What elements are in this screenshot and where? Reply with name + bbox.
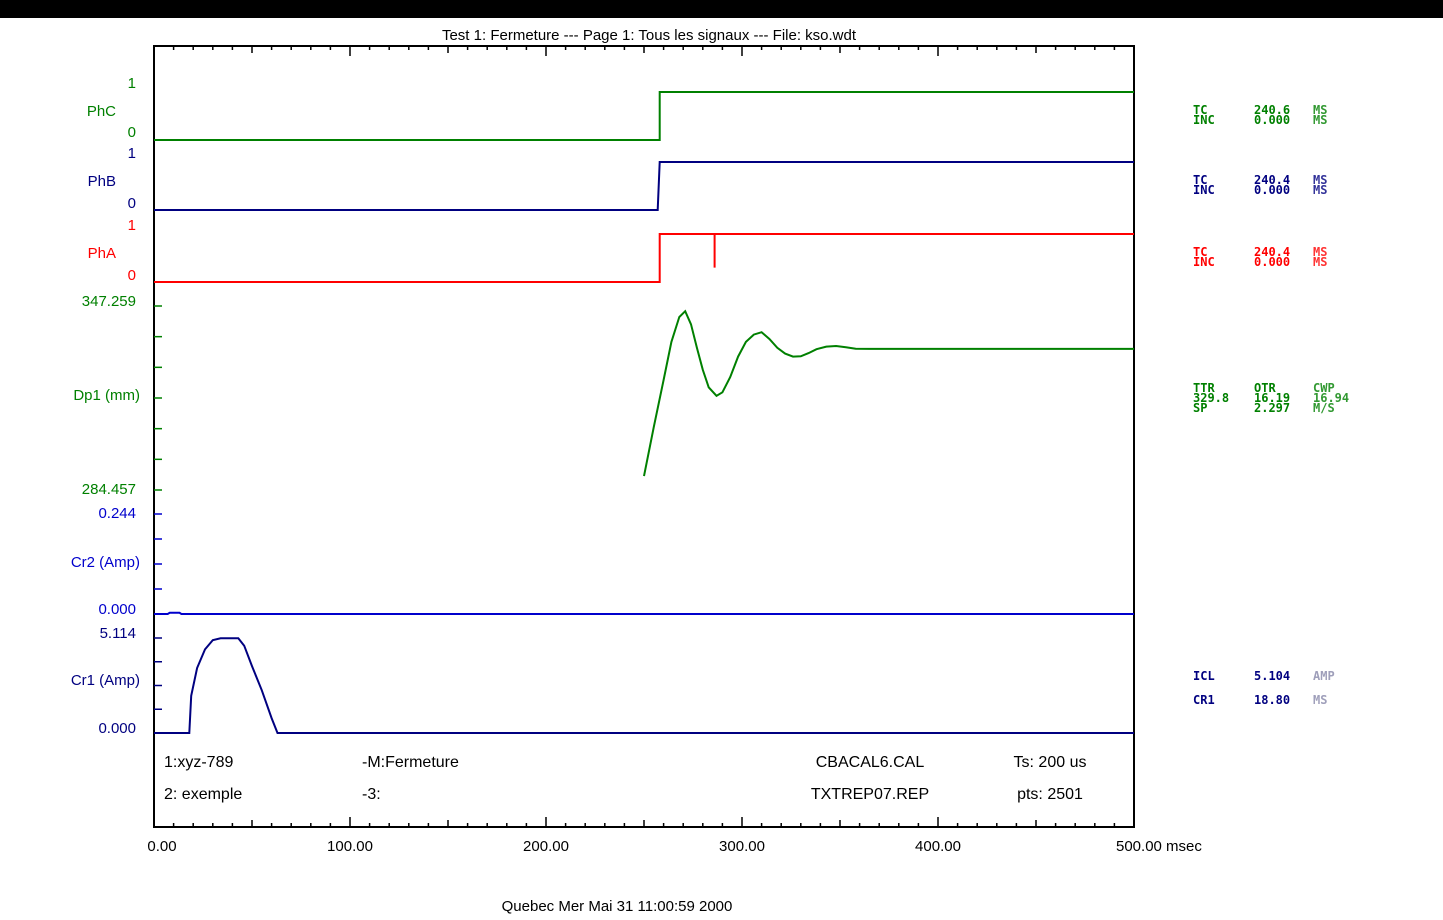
trace-phb xyxy=(154,161,1134,211)
info-text: pts: 2501 xyxy=(1017,786,1083,803)
channel-name: Dp1 (mm) xyxy=(73,387,140,404)
trace-dp1 xyxy=(643,309,1134,477)
info-text: Ts: 200 us xyxy=(1014,754,1087,771)
readout-label: TTR xyxy=(1193,381,1215,395)
readout-label: INC xyxy=(1193,255,1215,269)
ymax-label: 347.259 xyxy=(82,293,136,310)
readout-label: CWP xyxy=(1313,381,1335,395)
channel-name: PhC xyxy=(87,103,116,120)
x-tick-label: 300.00 xyxy=(719,838,765,855)
footer-timestamp: Quebec Mer Mai 31 11:00:59 2000 xyxy=(502,898,733,915)
readout-unit: MS xyxy=(1313,255,1327,269)
readout-value: 18.80 xyxy=(1254,693,1290,707)
ymin-label: 0.000 xyxy=(98,601,136,618)
readout-label: CR1 xyxy=(1193,693,1215,707)
readout-unit: MS xyxy=(1313,103,1327,117)
ymax-label: 1 xyxy=(128,217,136,234)
readout-unit: MS xyxy=(1313,183,1327,197)
info-text: TXTREP07.REP xyxy=(811,786,929,803)
readout-label: INC xyxy=(1193,183,1215,197)
readout-label: SP xyxy=(1193,401,1207,415)
readout-value: 16.19 xyxy=(1254,391,1290,405)
x-tick-label: 200.00 xyxy=(523,838,569,855)
x-tick-label: 400.00 xyxy=(915,838,961,855)
trace-pha xyxy=(154,233,1134,283)
ymax-label: 1 xyxy=(128,75,136,92)
channel-name: PhA xyxy=(88,245,116,262)
channel-name: Cr1 (Amp) xyxy=(71,672,140,689)
ymax-label: 0.244 xyxy=(98,505,136,522)
plot-frame xyxy=(153,45,1135,828)
readout-label: TC xyxy=(1193,173,1207,187)
info-text: -3: xyxy=(362,786,381,803)
readout-label: TC xyxy=(1193,103,1207,117)
readout-label: OTR xyxy=(1254,381,1276,395)
readout-value: 240.6 xyxy=(1254,103,1290,117)
readout-value: 16.94 xyxy=(1313,391,1349,405)
x-tick-label: 500.00 msec xyxy=(1116,838,1202,855)
readout-label: TC xyxy=(1193,245,1207,259)
info-text: -M:Fermeture xyxy=(362,754,459,771)
readout-unit: MS xyxy=(1313,245,1327,259)
readout-label: ICL xyxy=(1193,669,1215,683)
ymax-label: 1 xyxy=(128,145,136,162)
readout-value: 0.000 xyxy=(1254,255,1290,269)
info-text: 1:xyz-789 xyxy=(164,754,233,771)
readout-unit: M/S xyxy=(1313,401,1335,415)
readout-unit: MS xyxy=(1313,693,1327,707)
top-black-bar xyxy=(0,0,1443,18)
ymin-label: 0 xyxy=(128,124,136,141)
trace-cr1 xyxy=(154,637,1134,734)
readout-unit: MS xyxy=(1313,173,1327,187)
readout-value: 5.104 xyxy=(1254,669,1290,683)
channel-name: PhB xyxy=(88,173,116,190)
ymin-label: 0 xyxy=(128,195,136,212)
readout-value: 0.000 xyxy=(1254,183,1290,197)
readout-unit: MS xyxy=(1313,113,1327,127)
readout-value: 329.8 xyxy=(1193,391,1229,405)
trace-cr2 xyxy=(154,611,1134,615)
x-tick-label: 100.00 xyxy=(327,838,373,855)
channel-name: Cr2 (Amp) xyxy=(71,554,140,571)
readout-value: 240.4 xyxy=(1254,173,1290,187)
readout-value: 2.297 xyxy=(1254,401,1290,415)
chart-title: Test 1: Fermeture --- Page 1: Tous les s… xyxy=(442,27,857,44)
ymin-label: 0 xyxy=(128,267,136,284)
ymax-label: 5.114 xyxy=(100,625,136,642)
info-text: CBACAL6.CAL xyxy=(816,754,925,771)
x-tick-label: 0.00 xyxy=(147,838,176,855)
info-text: 2: exemple xyxy=(164,786,242,803)
readout-label: INC xyxy=(1193,113,1215,127)
ymin-label: 0.000 xyxy=(98,720,136,737)
readout-value: 240.4 xyxy=(1254,245,1290,259)
readout-unit: AMP xyxy=(1313,669,1335,683)
ymin-label: 284.457 xyxy=(82,481,136,498)
trace-phc xyxy=(154,91,1134,141)
readout-value: 0.000 xyxy=(1254,113,1290,127)
